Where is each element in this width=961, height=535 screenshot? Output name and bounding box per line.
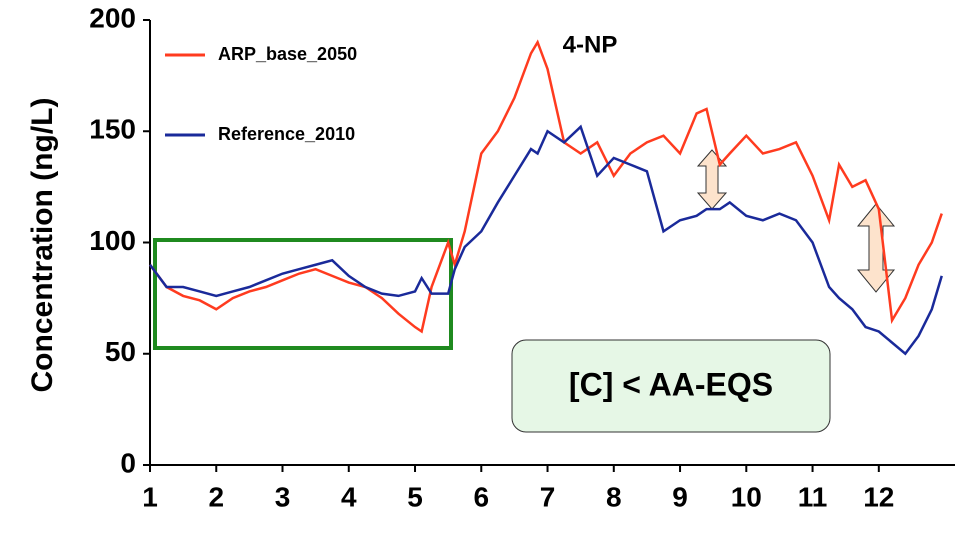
y-tick-label: 150 (89, 114, 136, 145)
x-tick-label: 10 (731, 481, 762, 512)
highlight-box (153, 238, 453, 350)
x-tick-label: 4 (341, 481, 357, 512)
annotation: [C] < AA-EQS (569, 366, 773, 402)
legend-label: Reference_2010 (218, 124, 355, 144)
x-tick-label: 9 (672, 481, 688, 512)
x-tick-label: 8 (606, 481, 622, 512)
series-line (148, 124, 943, 356)
y-tick-label: 100 (89, 225, 136, 256)
x-tick-label: 7 (540, 481, 556, 512)
x-tick-label: 5 (407, 481, 423, 512)
annotation-box (511, 339, 831, 433)
y-tick-label: 50 (105, 336, 136, 367)
legend-label: ARP_base_2050 (218, 44, 357, 64)
x-tick-label: 12 (863, 481, 894, 512)
chart-title: 4-NP (563, 31, 618, 58)
y-axis-label: Concentration (ng/L) (26, 98, 59, 393)
y-tick-label: 200 (89, 2, 136, 33)
series-line (148, 39, 943, 334)
x-tick-label: 6 (473, 481, 489, 512)
x-tick-label: 11 (798, 481, 828, 512)
x-tick-label: 2 (208, 481, 224, 512)
x-tick-label: 3 (275, 481, 291, 512)
y-tick-label: 0 (120, 447, 136, 478)
x-tick-label: 1 (142, 481, 158, 512)
